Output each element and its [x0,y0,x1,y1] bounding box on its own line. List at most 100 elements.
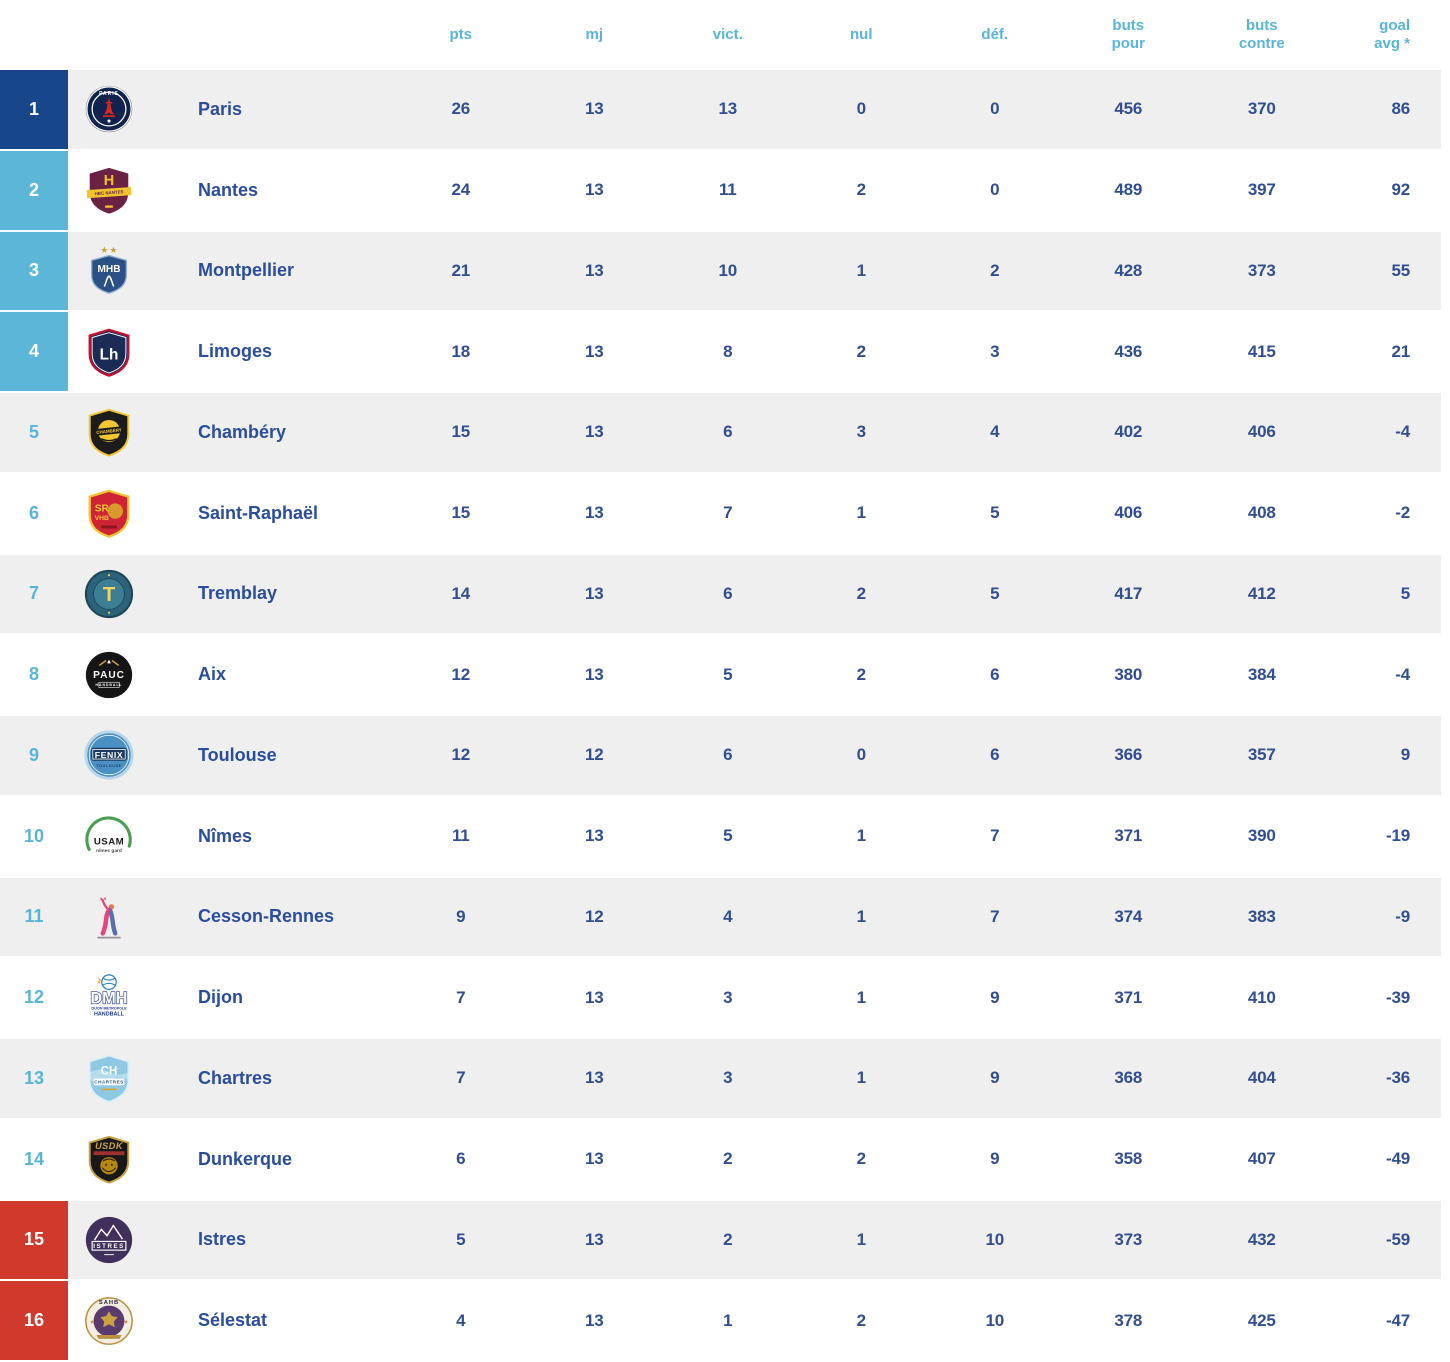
team-name-label: Chambéry [198,421,287,442]
rank-number: 9 [28,744,39,765]
rank-number: 6 [28,502,39,523]
table-row-dunkerque[interactable]: 14 USDK Dunkerque 6 13 2 2 9 358 407 -49 [0,1119,1441,1201]
rank-cell: 10 [0,797,68,876]
def-value: 3 [990,341,1000,361]
vict-value: 3 [723,1068,733,1088]
buts-contre-value: 373 [1247,260,1276,280]
pts-value: 5 [456,1229,466,1249]
table-row-toulouse[interactable]: 9 FENIX TOULOUSE Toulouse 12 12 6 0 6 366… [0,716,1441,797]
buts-contre-value: 432 [1247,1229,1276,1249]
table-row-paris[interactable]: 1 PARIS Paris 26 13 13 0 0 456 370 86 [0,70,1441,151]
svg-text:★ ★: ★ ★ [101,246,118,255]
rank-cell: 3 [0,231,68,311]
team-name-label: Limoges [198,341,273,362]
goal-avg-value: -9 [1395,906,1410,926]
def-value: 6 [990,745,1000,765]
table-row-aix[interactable]: 8 PAUC HANDBALL Aix 12 13 5 2 6 380 384 -… [0,635,1441,716]
buts-pour-value: 373 [1114,1229,1143,1249]
def-value: 6 [990,664,1000,684]
table-row-nantes[interactable]: 2 H HBC NANTES Nantes 24 13 11 2 0 489 39… [0,150,1441,232]
table-row-nimes[interactable]: 10 USAM nîmes gard Nîmes 11 13 5 1 7 371 … [0,796,1441,878]
nul-value: 1 [856,503,866,523]
team-name: Tremblay [160,583,394,604]
table-row-dijon[interactable]: 12 DMH DIJON MÉTROPOLE HANDBALL Dijon 7 13… [0,958,1441,1039]
team-name-label: Dunkerque [198,1148,293,1169]
svg-text:CHARTRES: CHARTRES [94,1080,123,1085]
pts-value: 7 [456,1068,466,1088]
pts-value: 11 [451,826,470,846]
mj-value: 13 [584,1229,604,1249]
svg-text:FENIX: FENIX [95,750,123,760]
team-name-label: Chartres [198,1067,273,1088]
table-row-selestat[interactable]: 16 SAHB ★ ★ Sélestat 4 13 1 2 10 378 425 -… [0,1281,1441,1362]
pts-value: 21 [451,260,470,280]
rank-number: 3 [28,260,39,281]
rank-number: 10 [23,825,45,846]
goal-avg-value: -47 [1386,1310,1410,1330]
rank-number: 1 [28,98,39,119]
rank-number: 5 [28,421,39,442]
nul-value: 2 [856,583,866,603]
table-row-chartres[interactable]: 13 CH CHARTRES Chartres 7 13 3 1 9 368 40… [0,1039,1441,1120]
team-name: Chartres [160,1068,394,1089]
buts-pour-value: 368 [1114,1068,1143,1088]
goal-avg-value: 5 [1400,583,1410,603]
header-label: vict. [712,26,743,43]
nul-value: 1 [856,987,866,1007]
header-label: pts [449,26,473,43]
goal-avg-value: 92 [1391,180,1410,200]
nul-value: 2 [856,1310,866,1330]
svg-text:Lh: Lh [100,346,119,363]
table-row-saint-raphael[interactable]: 6 SR VHB Saint-Raphaël 15 13 7 1 5 406 40… [0,473,1441,555]
rank-number: 7 [28,583,39,604]
chartres-logo-icon: CH CHARTRES [68,1051,160,1105]
buts-contre-value: 407 [1247,1149,1276,1169]
team-name: Montpellier [160,260,394,281]
rank-number: 14 [23,1148,45,1169]
def-value: 5 [990,503,1000,523]
header-label-line2: contre [1238,35,1285,52]
buts-contre-value: 408 [1247,503,1276,523]
def-value: 9 [990,1068,1000,1088]
buts-contre-value: 370 [1247,99,1276,119]
nul-value: 1 [856,906,866,926]
nul-value: 2 [856,180,866,200]
table-row-chambery[interactable]: 5 CHAMBÉRY Chambéry 15 13 6 3 4 402 406 … [0,393,1441,474]
header-label: déf. [981,26,1009,43]
team-name-label: Saint-Raphaël [198,502,319,523]
column-header-pts: pts [394,26,528,44]
mj-value: 13 [584,99,604,119]
table-row-cesson-rennes[interactable]: 11 Cesson-Rennes 9 12 4 1 7 374 383 -9 [0,877,1441,959]
buts-contre-value: 397 [1247,180,1276,200]
pts-value: 26 [451,99,470,119]
rank-cell: 13 [0,1039,68,1118]
vict-value: 4 [723,906,733,926]
def-value: 2 [990,260,1000,280]
svg-text:HANDBALL: HANDBALL [96,683,123,687]
istres-logo-icon: ISTRES [68,1213,160,1267]
nul-value: 3 [856,422,866,442]
buts-pour-value: 358 [1114,1149,1143,1169]
mj-value: 13 [584,987,604,1007]
def-value: 7 [990,826,1000,846]
nantes-logo-icon: H HBC NANTES [68,163,160,217]
team-name-label: Montpellier [198,260,295,281]
goal-avg-value: -49 [1386,1149,1410,1169]
pts-value: 18 [451,341,470,361]
svg-text:VHB: VHB [95,515,109,522]
pts-value: 9 [456,906,466,926]
team-name: Paris [160,99,394,120]
table-row-istres[interactable]: 15 ISTRES Istres 5 13 2 1 10 373 432 -59 [0,1200,1441,1282]
goal-avg-value: -36 [1386,1068,1410,1088]
nul-value: 1 [856,1229,866,1249]
svg-text:USAM: USAM [94,837,124,848]
svg-text:MHB: MHB [97,264,120,275]
table-row-tremblay[interactable]: 7 T Tremblay 14 13 6 2 5 417 412 5 [0,554,1441,636]
def-value: 10 [985,1310,1004,1330]
table-row-limoges[interactable]: 4 Lh Limoges 18 13 8 2 3 436 415 21 [0,312,1441,393]
pts-value: 6 [456,1149,466,1169]
def-value: 10 [985,1229,1004,1249]
table-row-montpellier[interactable]: 3 ★ ★ MHB Montpellier 21 13 10 1 2 428 37… [0,231,1441,313]
header-label: nul [850,26,873,43]
svg-text:T: T [103,584,116,606]
